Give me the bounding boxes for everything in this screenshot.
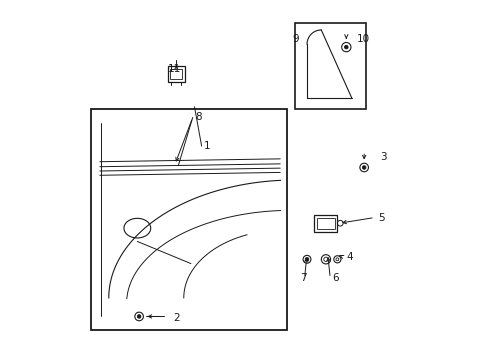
Bar: [313, 215, 337, 232]
Text: 1: 1: [203, 141, 210, 151]
Text: 10: 10: [356, 34, 369, 44]
Circle shape: [362, 166, 365, 169]
Text: 4: 4: [346, 252, 352, 262]
Text: 5: 5: [378, 212, 384, 222]
Text: 11: 11: [167, 64, 181, 74]
Circle shape: [344, 45, 347, 49]
Text: 8: 8: [195, 112, 202, 122]
Bar: [316, 217, 334, 229]
Bar: [294, 23, 365, 109]
Text: 6: 6: [331, 273, 338, 283]
Bar: [167, 66, 184, 82]
Text: 2: 2: [173, 312, 179, 323]
Bar: [170, 69, 182, 79]
Bar: [91, 109, 287, 330]
Circle shape: [137, 315, 141, 318]
Circle shape: [305, 257, 308, 261]
Text: 7: 7: [299, 273, 306, 283]
Text: 3: 3: [380, 152, 386, 162]
Text: 9: 9: [292, 34, 299, 44]
